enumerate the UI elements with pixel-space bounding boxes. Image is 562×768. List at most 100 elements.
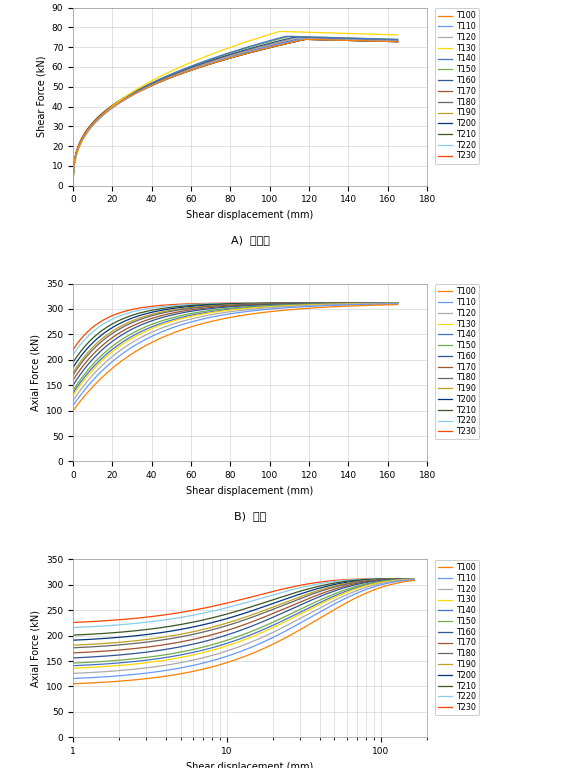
T160: [315, 33, 321, 42]
T130: [216, 47, 223, 56]
T230: [287, 38, 293, 48]
T220: [216, 56, 223, 65]
T200: [287, 38, 293, 48]
T100: [70, 181, 76, 190]
T130: [261, 31, 268, 41]
T210: [70, 181, 76, 190]
T170: [261, 41, 268, 51]
T220: [287, 38, 293, 48]
T100: [302, 35, 309, 44]
T140: [261, 38, 268, 47]
Y-axis label: Axial Force (kN): Axial Force (kN): [30, 334, 40, 411]
T190: [216, 55, 223, 65]
T220: [153, 79, 160, 88]
T200: [216, 56, 223, 65]
T150: [315, 32, 321, 41]
T150: [70, 181, 76, 190]
T210: [127, 91, 134, 101]
T100: [216, 56, 223, 65]
Line: T170: T170: [73, 38, 398, 186]
T180: [216, 55, 223, 64]
T160: [290, 33, 297, 42]
T200: [70, 181, 76, 190]
T220: [127, 91, 134, 101]
T210: [287, 38, 293, 48]
T110: [261, 43, 268, 52]
T130: [277, 27, 283, 36]
T200: [315, 35, 321, 45]
Legend: T100, T110, T120, T130, T140, T150, T160, T170, T180, T190, T200, T210, T220, T2: T100, T110, T120, T130, T140, T150, T160…: [434, 560, 479, 715]
T210: [395, 37, 401, 46]
T100: [315, 35, 321, 45]
T190: [315, 35, 321, 44]
Line: T120: T120: [73, 38, 398, 186]
T190: [153, 78, 160, 88]
Line: T150: T150: [73, 36, 398, 186]
T120: [153, 78, 160, 88]
T110: [216, 56, 223, 65]
Y-axis label: Shear Force (kN): Shear Force (kN): [37, 56, 46, 137]
Line: T180: T180: [73, 38, 398, 186]
T190: [127, 91, 134, 100]
X-axis label: Shear displacement (mm): Shear displacement (mm): [187, 210, 314, 220]
T110: [315, 35, 321, 44]
T210: [315, 35, 321, 45]
X-axis label: Shear displacement (mm): Shear displacement (mm): [187, 762, 314, 768]
T140: [395, 35, 401, 44]
T160: [153, 77, 160, 86]
T190: [395, 37, 401, 46]
Legend: T100, T110, T120, T130, T140, T150, T160, T170, T180, T190, T200, T210, T220, T2: T100, T110, T120, T130, T140, T150, T160…: [434, 8, 479, 164]
T140: [287, 32, 294, 41]
T170: [315, 34, 321, 43]
T150: [153, 76, 160, 85]
Line: T210: T210: [73, 39, 398, 186]
T180: [127, 90, 134, 99]
T210: [261, 45, 268, 54]
T140: [153, 76, 160, 85]
T120: [287, 35, 293, 45]
T230: [153, 79, 160, 88]
T230: [395, 37, 401, 46]
T150: [216, 51, 223, 61]
T100: [153, 79, 160, 88]
T120: [216, 55, 223, 64]
Text: B)  축력: B) 축력: [234, 511, 266, 521]
T220: [395, 37, 401, 46]
T220: [302, 35, 309, 44]
T180: [315, 34, 321, 43]
T200: [127, 91, 134, 101]
T200: [153, 79, 160, 88]
T180: [298, 34, 305, 43]
T180: [287, 36, 293, 45]
T170: [395, 36, 401, 45]
T200: [395, 37, 401, 46]
Line: T160: T160: [73, 38, 398, 186]
T230: [216, 56, 223, 65]
T100: [261, 45, 268, 54]
T110: [127, 91, 134, 101]
Line: T220: T220: [73, 39, 398, 186]
T140: [127, 90, 134, 99]
T170: [70, 181, 76, 190]
T170: [294, 33, 301, 42]
T140: [315, 33, 321, 42]
T230: [302, 35, 309, 44]
T180: [395, 36, 401, 45]
T110: [70, 181, 76, 190]
T230: [315, 35, 321, 45]
T180: [70, 181, 76, 190]
Line: T100: T100: [73, 39, 398, 186]
T160: [261, 40, 268, 49]
T110: [395, 37, 401, 46]
T230: [261, 45, 268, 54]
T130: [287, 27, 294, 36]
T190: [70, 181, 76, 190]
T170: [287, 35, 293, 44]
T160: [216, 53, 223, 62]
T100: [287, 38, 293, 48]
T140: [282, 31, 289, 41]
Legend: T100, T110, T120, T130, T140, T150, T160, T170, T180, T190, T200, T210, T220, T2: T100, T110, T120, T130, T140, T150, T160…: [434, 284, 479, 439]
Text: A)  전단력: A) 전단력: [230, 236, 270, 246]
T110: [153, 79, 160, 88]
T120: [395, 36, 401, 45]
